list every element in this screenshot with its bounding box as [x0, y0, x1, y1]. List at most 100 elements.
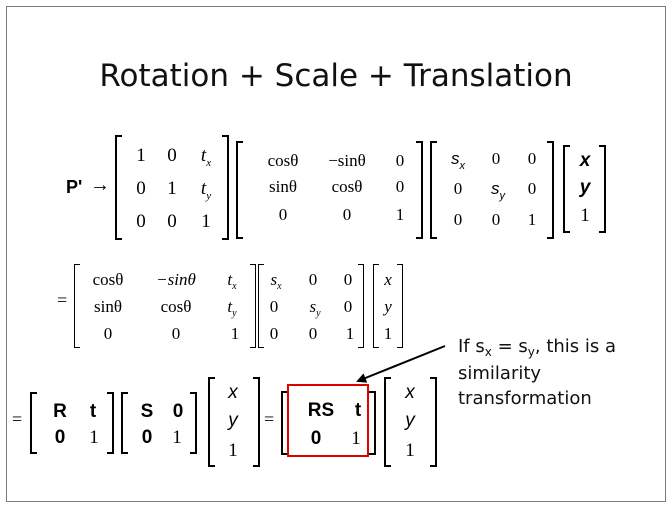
matrix-cell: 1: [345, 324, 355, 343]
matrix-cell: t: [354, 400, 362, 421]
matrix-bracket-left: [74, 264, 80, 348]
matrix-cell: 0: [171, 324, 181, 343]
equals-sign: =: [264, 409, 275, 429]
callout-line-3: transformation: [458, 388, 592, 409]
matrix-cell: 0: [527, 149, 537, 168]
matrix-bracket-right: [250, 264, 256, 348]
matrix-cell: ty: [227, 297, 237, 319]
matrix-bracket-left: [281, 391, 288, 455]
vector-cell: y: [579, 177, 591, 198]
vector-cell: x: [384, 270, 392, 289]
matrix-cell: 1: [167, 178, 177, 199]
matrix-cell: t: [89, 401, 97, 422]
vector-bracket-left: [563, 145, 570, 233]
matrix-cell: 1: [172, 427, 182, 448]
matrix-cell: 0: [172, 401, 184, 422]
matrix-cell: 0: [343, 270, 353, 289]
matrix-bracket-left: [115, 135, 122, 240]
matrix-cell: 0: [343, 297, 353, 316]
matrix-bracket-right: [358, 264, 364, 348]
matrix-cell: cosθ: [92, 270, 124, 289]
matrix-bracket-right: [222, 135, 229, 240]
slide-frame: [6, 6, 666, 502]
matrix-cell: RS: [307, 400, 335, 421]
matrix-cell: R: [53, 401, 67, 422]
vector-cell: x: [405, 382, 415, 403]
vector-cell: x: [579, 150, 591, 171]
vector-cell: 1: [383, 324, 393, 343]
matrix-cell: tx: [200, 145, 212, 169]
vector-bracket-left: [208, 377, 215, 467]
matrix-cell: 0: [167, 145, 177, 166]
matrix-cell: sinθ: [269, 177, 297, 196]
vector-cell: 1: [580, 205, 590, 226]
matrix-bracket-right: [547, 141, 554, 239]
matrix-cell: cosθ: [267, 151, 299, 170]
vector-bracket-right: [397, 264, 403, 348]
matrix-cell: 1: [89, 427, 99, 448]
matrix-cell: S: [140, 401, 154, 422]
arrow-icon: →: [90, 174, 110, 196]
similarity-callout: If sx = sy, this is a similarity transfo…: [458, 334, 616, 411]
matrix-cell: 0: [527, 179, 537, 198]
matrix-cell: sinθ: [94, 297, 122, 316]
vector-cell: y: [384, 297, 392, 316]
matrix-cell: 1: [527, 210, 537, 229]
matrix-cell: 0: [308, 324, 318, 343]
matrix-cell: sx: [270, 270, 282, 292]
vector-cell: y: [228, 410, 238, 431]
matrix-cell: 0: [491, 149, 501, 168]
slide-title: Rotation + Scale + Translation: [99, 58, 573, 94]
matrix-cell: sy: [491, 179, 505, 202]
matrix-cell: 1: [136, 145, 146, 166]
matrix-cell: 1: [230, 324, 240, 343]
vector-cell: y: [405, 410, 415, 431]
vector-bracket-right: [599, 145, 606, 233]
vector-bracket-left: [384, 377, 391, 467]
matrix-bracket-left: [236, 141, 243, 239]
matrix-cell: 0: [491, 210, 501, 229]
matrix-bracket-right: [369, 391, 376, 455]
matrix-cell: 0: [269, 324, 279, 343]
equals-sign: =: [57, 290, 68, 310]
matrix-cell: 0: [453, 210, 463, 229]
matrix-cell: 0: [395, 151, 405, 170]
vector-bracket-right: [253, 377, 260, 467]
matrix-cell: 1: [351, 428, 361, 449]
matrix-cell: 0: [342, 205, 352, 224]
highlight-box: [287, 384, 369, 457]
matrix-cell: 0: [103, 324, 113, 343]
vector-bracket-right: [430, 377, 437, 467]
matrix-cell: 0: [136, 211, 146, 232]
equals-sign: =: [12, 409, 23, 429]
matrix-cell: −sinθ: [156, 270, 196, 289]
matrix-bracket-right: [107, 392, 114, 454]
callout-line-2: similarity: [458, 363, 542, 384]
matrix-cell: cosθ: [331, 177, 363, 196]
matrix-cell: ty: [200, 178, 212, 202]
vector-cell: 1: [405, 440, 415, 461]
matrix-cell: sy: [309, 297, 321, 319]
matrix-cell: 0: [269, 297, 279, 316]
vector-cell: x: [228, 382, 238, 403]
matrix-cell: 0: [453, 179, 463, 198]
matrix-cell: 0: [167, 211, 177, 232]
matrix-cell: 1: [201, 211, 211, 232]
matrix-cell: tx: [227, 270, 237, 292]
matrix-cell: 0: [136, 178, 146, 199]
matrix-cell: −sinθ: [328, 151, 366, 170]
matrix-cell: 0: [395, 177, 405, 196]
matrix-cell: 1: [395, 205, 405, 224]
vector-bracket-left: [373, 264, 379, 348]
matrix-bracket-left: [430, 141, 437, 239]
matrix-cell: sx: [451, 149, 465, 172]
callout-line-1: If sx = sy, this is a: [458, 336, 617, 359]
matrix-cell: cosθ: [160, 297, 192, 316]
vector-cell: 1: [228, 440, 238, 461]
matrix-bracket-right: [190, 392, 197, 454]
matrix-cell: 0: [278, 205, 288, 224]
matrix-cell: 0: [141, 427, 153, 448]
matrix-bracket-left: [258, 264, 264, 348]
matrix-cell: 0: [54, 427, 66, 448]
